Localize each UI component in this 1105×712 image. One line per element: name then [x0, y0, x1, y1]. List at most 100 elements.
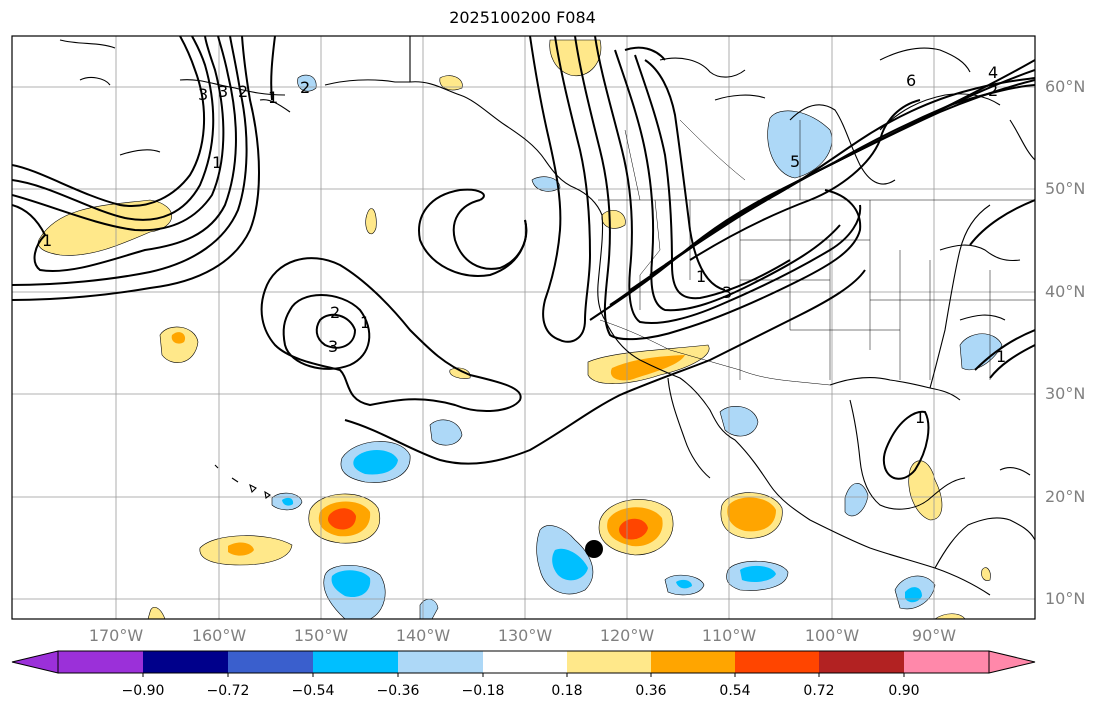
cool-blob	[282, 497, 294, 506]
contour-line	[624, 46, 666, 61]
lon-label: 160°W	[191, 626, 247, 645]
lon-label: 120°W	[599, 626, 655, 645]
cool-blob	[429, 419, 463, 446]
colorbar-segment	[651, 651, 735, 673]
colorbar-segment	[483, 651, 567, 673]
warm-blob	[159, 326, 199, 363]
contour-line	[594, 36, 862, 325]
contour-lines	[12, 36, 1035, 480]
warm-blob	[147, 606, 166, 619]
colorbar-segment	[567, 651, 651, 673]
contour-line	[989, 344, 1035, 379]
colorbar-tick-label: 0.72	[803, 683, 835, 699]
contour-line	[574, 36, 862, 341]
cool-blob	[676, 579, 692, 589]
contour-label: 1	[696, 267, 706, 286]
colorbar-tick-label: −0.90	[121, 683, 165, 699]
contour-line	[634, 54, 791, 300]
contour-label: 2	[300, 78, 310, 97]
colorbar-segment	[819, 651, 904, 673]
warm-blob	[610, 355, 685, 381]
contour-line	[969, 199, 1035, 246]
colorbar-tick-label: −0.18	[461, 683, 505, 699]
warm-blob	[549, 39, 602, 77]
lon-label: 130°W	[497, 626, 553, 645]
contour-line	[529, 36, 592, 343]
contour-label: 2	[238, 82, 248, 101]
contour-label: 6	[906, 71, 916, 90]
contour-line	[12, 36, 225, 232]
contour-label: 1	[42, 231, 52, 250]
map-frame	[11, 35, 1036, 620]
contour-label: 3	[328, 337, 338, 356]
contour-label: 1	[212, 153, 222, 172]
contour-line	[614, 49, 841, 312]
colorbar-segment	[228, 651, 313, 673]
warm-blob	[365, 208, 377, 235]
map-title: 2025100200 F084	[449, 8, 596, 27]
colorbar-segment	[58, 651, 143, 673]
colorbar-segment	[398, 651, 483, 673]
cool-blob	[331, 570, 371, 598]
contour-label: 3	[218, 82, 228, 101]
lon-label: 150°W	[293, 626, 349, 645]
cool-blob	[531, 176, 561, 192]
lat-label: 50°N	[1045, 179, 1086, 198]
colorbar-tick-label: 0.54	[719, 683, 751, 699]
contour-line	[315, 313, 357, 349]
contour-label: 4	[988, 63, 998, 82]
colorbar-tick-label: −0.72	[206, 683, 250, 699]
lat-label: 30°N	[1045, 384, 1086, 403]
lon-label: 110°W	[701, 626, 757, 645]
warm-blob	[327, 508, 356, 530]
warm-blob	[439, 75, 463, 91]
contour-line	[12, 36, 248, 286]
warm-blob	[619, 518, 648, 540]
warm-blob	[727, 497, 776, 532]
colorbar-segment	[313, 651, 398, 673]
contour-line	[282, 294, 371, 370]
contour-label: 2	[988, 81, 998, 100]
contour-line	[12, 36, 215, 221]
cool-blob	[552, 548, 588, 581]
negative-anomaly-shading	[271, 74, 1003, 619]
contour-label: 1	[915, 408, 925, 427]
warm-blob	[601, 210, 626, 229]
lon-label: 170°W	[88, 626, 144, 645]
storm-position-dot	[585, 540, 603, 558]
contour-line	[882, 410, 930, 480]
cool-blob	[740, 565, 776, 582]
warm-blob	[171, 332, 186, 344]
cool-blob	[959, 333, 1003, 370]
contour-line	[260, 257, 522, 412]
contour-line	[12, 36, 237, 272]
cool-blob	[905, 587, 922, 603]
lon-label: 140°W	[395, 626, 451, 645]
cool-blob	[767, 110, 833, 179]
contour-line	[689, 99, 921, 261]
lat-label: 60°N	[1045, 77, 1086, 96]
colorbar	[11, 650, 1036, 677]
contour-line	[418, 188, 528, 277]
warm-blob	[449, 367, 471, 379]
lat-label: 10°N	[1045, 589, 1086, 608]
contour-line	[12, 36, 205, 207]
graticule	[12, 36, 1035, 619]
colorbar-tick-label: −0.54	[291, 683, 335, 699]
colorbar-frame	[57, 650, 990, 674]
contour-label: 5	[790, 152, 800, 171]
contour-line	[344, 269, 866, 465]
contour-label: 1	[268, 88, 278, 107]
map-area	[12, 36, 1035, 619]
lat-label: 40°N	[1045, 282, 1086, 301]
colorbar-tick-label: −0.36	[376, 683, 420, 699]
lat-label: 20°N	[1045, 487, 1086, 506]
contour-label: 1	[360, 313, 370, 332]
cool-blob	[844, 483, 869, 517]
cool-blob	[719, 405, 759, 437]
warm-blob	[228, 542, 254, 556]
contour-line	[974, 329, 1035, 371]
colorbar-extend-left	[11, 650, 59, 674]
contour-line	[12, 36, 260, 301]
